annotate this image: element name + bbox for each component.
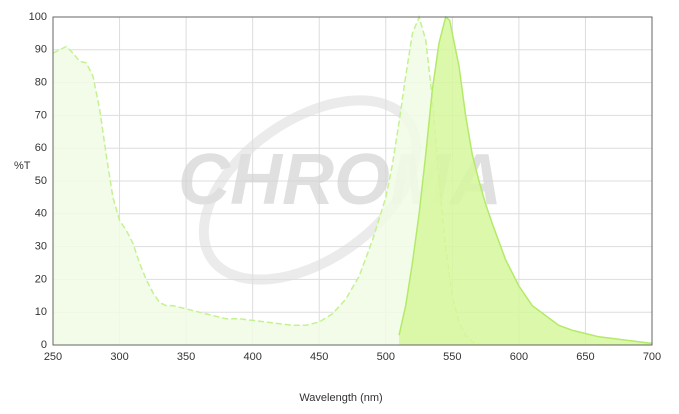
area-fill [53, 17, 479, 345]
y-tick-label: 20 [35, 273, 47, 285]
x-tick-label: 250 [44, 351, 62, 363]
y-tick-label: 60 [35, 142, 47, 154]
x-tick-label: 700 [643, 351, 661, 363]
x-tick-label: 600 [510, 351, 528, 363]
y-tick-label: 30 [35, 241, 47, 253]
x-tick-label: 300 [110, 351, 128, 363]
x-tick-label: 500 [377, 351, 395, 363]
x-tick-label: 550 [443, 351, 461, 363]
y-tick-label: 80 [35, 77, 47, 89]
y-tick-label: 10 [35, 306, 47, 318]
x-tick-label: 350 [177, 351, 195, 363]
y-tick-label: 100 [29, 11, 47, 23]
y-tick-label: 70 [35, 109, 47, 121]
y-tick-label: 0 [41, 339, 47, 351]
x-tick-label: 650 [576, 351, 594, 363]
x-axis-label: Wavelength (nm) [299, 392, 382, 404]
area-line [52, 14, 480, 345]
plot-border [52, 16, 653, 346]
area-fill [399, 17, 652, 345]
area-line [398, 15, 653, 345]
x-tick-label: 450 [310, 351, 328, 363]
x-tick-label: 400 [243, 351, 261, 363]
y-axis-label: %T [14, 160, 31, 172]
y-tick-label: 50 [35, 175, 47, 187]
y-tick-label: 90 [35, 44, 47, 56]
y-tick-label: 40 [35, 208, 47, 220]
